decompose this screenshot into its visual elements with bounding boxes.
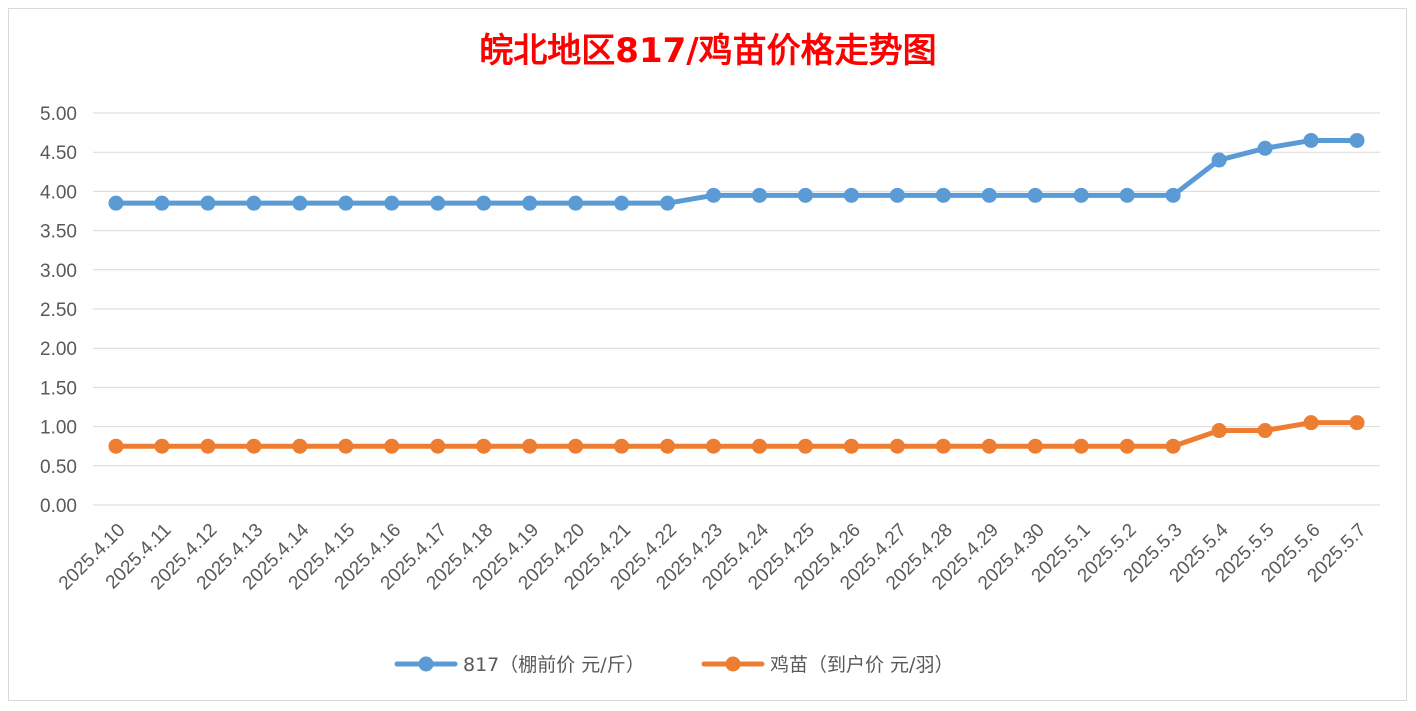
y-tick-label: 0.00	[40, 496, 77, 517]
data-point	[200, 195, 216, 211]
data-point	[889, 438, 905, 454]
data-point	[843, 438, 859, 454]
data-point	[935, 187, 951, 203]
data-point	[430, 195, 446, 211]
y-tick-label: 2.50	[40, 300, 77, 321]
data-point	[751, 438, 767, 454]
data-point	[476, 438, 492, 454]
y-tick-label: 3.00	[40, 261, 77, 282]
data-point	[981, 187, 997, 203]
y-tick-label: 5.00	[40, 104, 77, 125]
data-point	[1211, 423, 1227, 439]
data-point	[1119, 187, 1135, 203]
legend-item-2: 鸡苗（到户价 元/羽）	[701, 654, 953, 676]
series-layer	[108, 132, 1365, 454]
data-point	[246, 195, 262, 211]
data-point	[660, 438, 676, 454]
gridlines	[93, 112, 1380, 506]
data-point	[660, 195, 676, 211]
data-point	[292, 195, 308, 211]
data-point	[338, 438, 354, 454]
data-point	[108, 438, 124, 454]
data-point	[476, 195, 492, 211]
legend-marker	[725, 656, 741, 672]
data-point	[1349, 132, 1365, 148]
data-point	[797, 438, 813, 454]
data-point	[614, 195, 630, 211]
y-tick-label: 0.50	[40, 457, 77, 478]
data-point	[384, 438, 400, 454]
legend-marker	[418, 656, 434, 672]
data-point	[522, 195, 538, 211]
y-tick-label: 1.00	[40, 418, 77, 439]
data-point	[1165, 187, 1181, 203]
legend-label: 鸡苗（到户价 元/羽）	[770, 654, 953, 676]
data-point	[843, 187, 859, 203]
data-point	[338, 195, 354, 211]
legend-label: 817（棚前价 元/斤）	[463, 654, 645, 676]
data-point	[1303, 132, 1319, 148]
data-point	[568, 195, 584, 211]
data-point	[1165, 438, 1181, 454]
data-point	[1027, 438, 1043, 454]
data-point	[430, 438, 446, 454]
y-tick-label: 1.50	[40, 378, 77, 399]
data-point	[1257, 140, 1273, 156]
data-point	[889, 187, 905, 203]
data-point	[706, 187, 722, 203]
chart-title: 皖北地区817/鸡苗价格走势图	[479, 31, 936, 71]
data-point	[935, 438, 951, 454]
data-point	[108, 195, 124, 211]
data-point	[751, 187, 767, 203]
data-point	[384, 195, 400, 211]
data-point	[1211, 152, 1227, 168]
data-point	[706, 438, 722, 454]
y-tick-label: 4.50	[40, 143, 77, 164]
data-point	[1027, 187, 1043, 203]
data-point	[246, 438, 262, 454]
series-2	[108, 415, 1365, 454]
data-point	[1119, 438, 1135, 454]
data-point	[568, 438, 584, 454]
data-point	[200, 438, 216, 454]
series-1	[108, 132, 1365, 211]
data-point	[1349, 415, 1365, 431]
data-point	[1073, 438, 1089, 454]
data-point	[154, 438, 170, 454]
data-point	[154, 195, 170, 211]
series-line	[113, 137, 1360, 206]
data-point	[614, 438, 630, 454]
data-point	[1073, 187, 1089, 203]
y-tick-label: 4.00	[40, 182, 77, 203]
data-point	[1303, 415, 1319, 431]
data-point	[981, 438, 997, 454]
data-point	[292, 438, 308, 454]
legend-item-1: 817（棚前价 元/斤）	[394, 654, 645, 676]
data-point	[1257, 423, 1273, 439]
data-point	[797, 187, 813, 203]
series-line	[113, 420, 1360, 449]
y-axis: 0.00 0.50 1.00 1.50 2.00 2.50 3.00 3.50 4.00 4.50…	[40, 104, 77, 517]
data-point	[522, 438, 538, 454]
y-tick-label: 2.00	[40, 339, 77, 360]
chart-border	[8, 8, 1407, 701]
y-tick-label: 3.50	[40, 222, 77, 243]
legend: 817（棚前价 元/斤） 鸡苗（到户价 元/羽）	[394, 654, 953, 676]
